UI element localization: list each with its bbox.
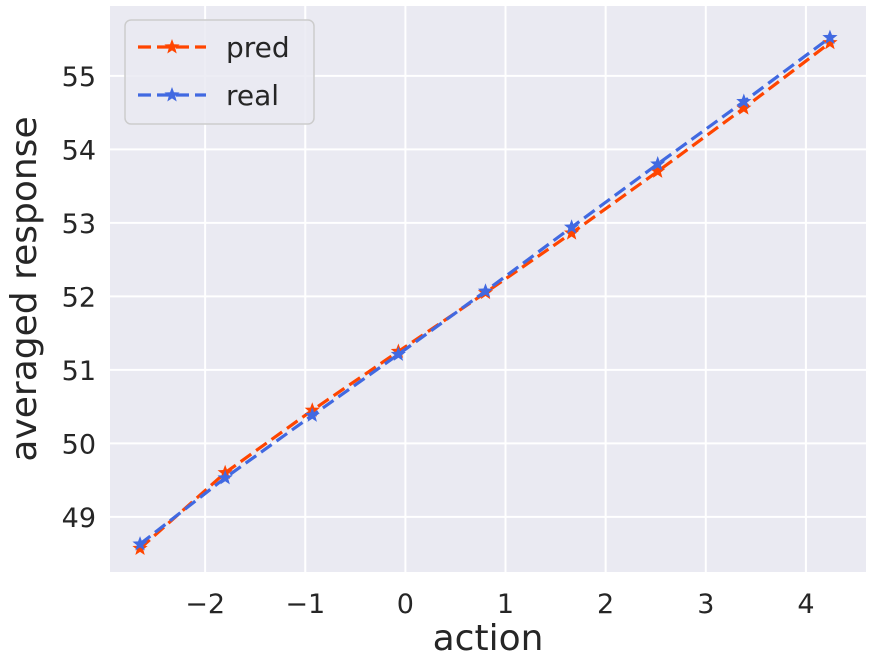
x-tick-label: 4 xyxy=(797,589,814,620)
y-axis-title: averaged response xyxy=(4,116,45,461)
x-tick-label: 1 xyxy=(497,589,514,620)
data-point-real xyxy=(650,156,666,171)
y-tick-label: 49 xyxy=(62,503,96,534)
legend-label-real: real xyxy=(226,79,279,112)
y-tick-labels: 49 50 51 52 53 54 55 xyxy=(62,62,96,534)
x-tick-label: −1 xyxy=(285,589,325,620)
y-tick-label: 50 xyxy=(62,429,96,460)
legend-marker-pred xyxy=(164,39,180,54)
data-point-pred xyxy=(650,163,666,178)
data-point-real xyxy=(477,283,494,298)
series-layer xyxy=(132,29,838,555)
x-tick-labels: −2 −1 0 1 2 3 4 xyxy=(185,589,814,620)
x-tick-label: 2 xyxy=(597,589,614,620)
data-point-real xyxy=(822,29,838,45)
legend-marker-real xyxy=(164,87,180,102)
x-axis-title: action xyxy=(433,618,544,659)
legend-label-pred: pred xyxy=(226,31,290,64)
data-point-real xyxy=(564,219,580,234)
x-tick-label: −2 xyxy=(185,589,225,620)
data-point-pred xyxy=(564,225,580,240)
y-tick-label: 55 xyxy=(62,62,96,93)
data-point-real xyxy=(132,536,148,551)
y-tick-label: 51 xyxy=(62,356,96,387)
series-real xyxy=(132,29,838,551)
data-point-pred xyxy=(132,540,148,555)
legend-entry-pred: pred xyxy=(138,31,290,64)
data-point-pred xyxy=(822,34,838,50)
legend-entry-real: real xyxy=(138,79,279,112)
y-tick-label: 52 xyxy=(62,282,96,313)
legend: pred real xyxy=(124,19,315,125)
data-point-real xyxy=(304,407,320,422)
y-tick-label: 54 xyxy=(62,135,96,166)
x-tick-label: 3 xyxy=(697,589,714,620)
data-point-real xyxy=(390,346,406,361)
data-point-real xyxy=(217,469,233,485)
data-point-real xyxy=(736,93,752,109)
data-point-pred xyxy=(736,100,752,115)
y-tick-label: 53 xyxy=(62,209,96,240)
x-tick-label: 0 xyxy=(397,589,414,620)
